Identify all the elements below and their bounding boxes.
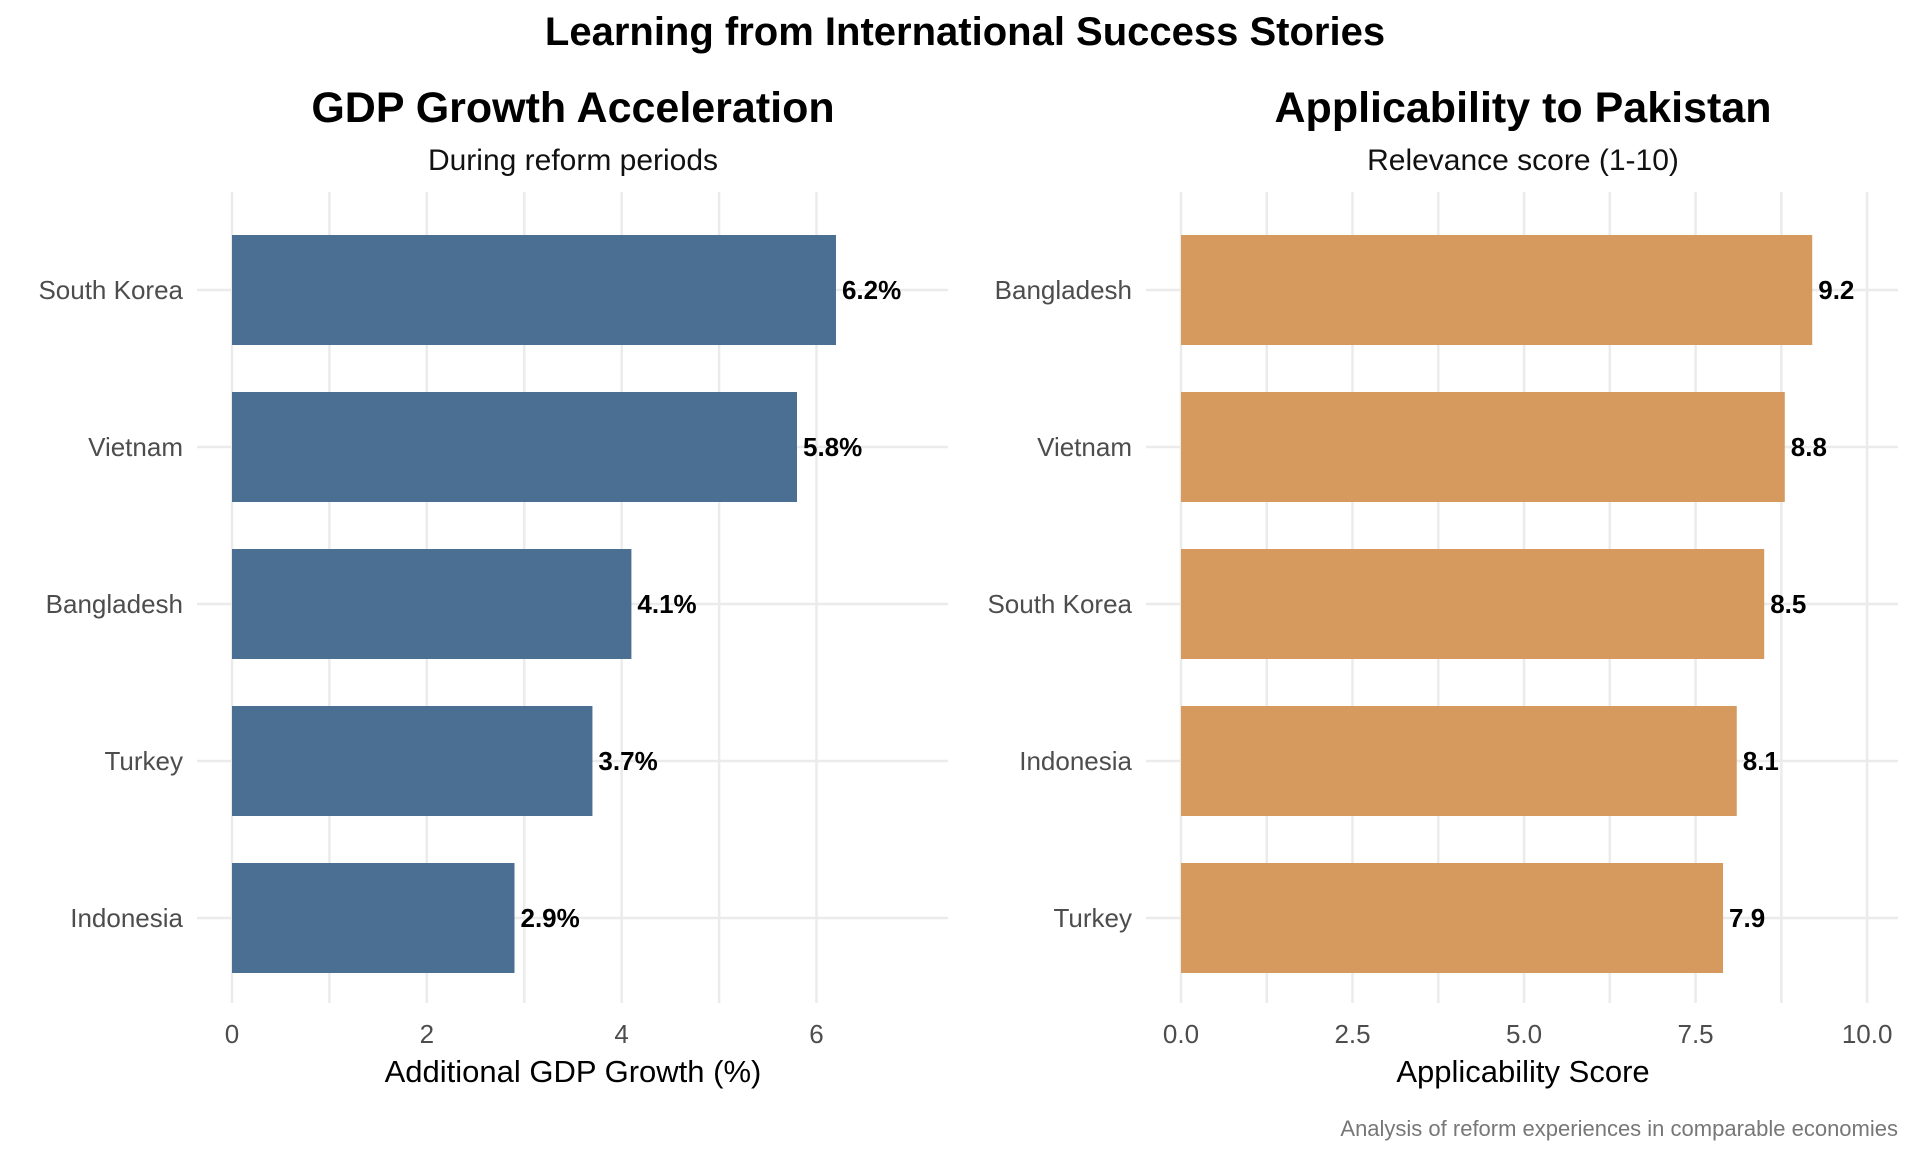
data-label: 4.1% (637, 589, 696, 619)
panel-gdp-growth: GDP Growth Acceleration During reform pe… (38, 84, 948, 1089)
x-tick-label: 0.0 (1163, 1019, 1199, 1049)
data-label: 6.2% (842, 275, 901, 305)
bar (232, 549, 632, 659)
data-label: 5.8% (803, 432, 862, 462)
bar (1181, 863, 1724, 973)
panel-applicability: Applicability to Pakistan Relevance scor… (987, 84, 1898, 1089)
panel-subtitle: During reform periods (428, 144, 718, 177)
bar-layer (1181, 235, 1813, 973)
x-tick-label: 10.0 (1842, 1019, 1893, 1049)
y-tick-label: South Korea (38, 275, 183, 305)
bar (1181, 706, 1737, 816)
x-tick-label: 2.5 (1334, 1019, 1370, 1049)
bar (1181, 549, 1765, 659)
x-tick-label: 5.0 (1506, 1019, 1542, 1049)
y-tick-label: Indonesia (70, 903, 183, 933)
y-tick-label: Indonesia (1019, 746, 1132, 776)
x-tick-label: 7.5 (1678, 1019, 1714, 1049)
bar (232, 863, 515, 973)
x-axis-title: Additional GDP Growth (%) (385, 1054, 762, 1089)
data-label: 9.2 (1818, 275, 1854, 305)
bar (232, 392, 798, 502)
label-layer: 0 2 4 6 South Korea 6.2% Vietnam 5.8% Bangladesh… (38, 275, 901, 1049)
data-label: 2.9% (521, 903, 580, 933)
x-tick-label: 4 (614, 1019, 628, 1049)
y-tick-label: Bangladesh (46, 589, 183, 619)
panel-title: GDP Growth Acceleration (311, 84, 834, 132)
panel-subtitle: Relevance score (1-10) (1367, 144, 1679, 177)
data-label: 8.5 (1770, 589, 1806, 619)
data-label: 3.7% (598, 746, 657, 776)
bar-layer (232, 235, 836, 973)
x-tick-label: 0 (225, 1019, 239, 1049)
bar (232, 235, 836, 345)
x-tick-label: 2 (420, 1019, 434, 1049)
data-label: 7.9 (1729, 903, 1765, 933)
y-tick-label: South Korea (987, 589, 1132, 619)
x-tick-label: 6 (809, 1019, 823, 1049)
y-tick-label: Turkey (105, 746, 184, 776)
caption: Analysis of reform experiences in compar… (1340, 1116, 1898, 1141)
data-label: 8.1 (1743, 746, 1779, 776)
panel-title: Applicability to Pakistan (1275, 84, 1772, 132)
x-axis-title: Applicability Score (1396, 1054, 1649, 1089)
y-tick-label: Vietnam (1037, 432, 1132, 462)
y-tick-label: Bangladesh (995, 275, 1132, 305)
y-tick-label: Vietnam (88, 432, 183, 462)
bar (1181, 392, 1785, 502)
main-title: Learning from International Success Stor… (545, 10, 1385, 54)
bar (1181, 235, 1813, 345)
data-label: 8.8 (1791, 432, 1827, 462)
y-tick-label: Turkey (1054, 903, 1133, 933)
label-layer: 0.0 2.5 5.0 7.5 10.0 Bangladesh 9.2 Vietnam 8.8 S… (987, 275, 1892, 1049)
bar (232, 706, 593, 816)
